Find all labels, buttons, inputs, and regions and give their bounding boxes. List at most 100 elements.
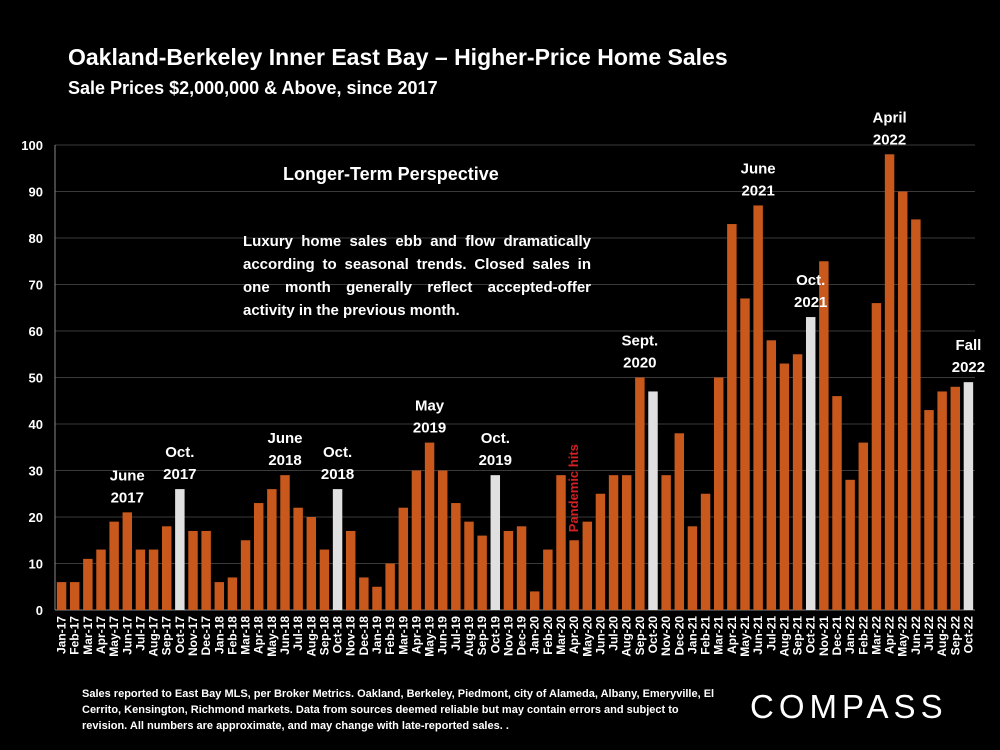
annotation-label: 2021 <box>794 294 827 311</box>
annotation-label: May <box>415 398 445 415</box>
bar <box>805 317 816 610</box>
bar <box>280 475 290 610</box>
bar <box>911 219 921 610</box>
bar <box>411 470 422 610</box>
pandemic-annotation: Pandemic hits <box>566 444 581 532</box>
x-tick-label: Apr-19 <box>409 616 423 654</box>
bar <box>766 340 777 610</box>
bar <box>372 586 382 610</box>
y-tick-label: 40 <box>29 417 43 432</box>
bar <box>398 507 409 610</box>
annotation-label: 2018 <box>321 466 354 483</box>
x-tick-label: Jun-19 <box>436 616 450 655</box>
bar <box>359 577 369 610</box>
x-tick-label: Nov-17 <box>186 616 200 656</box>
x-tick-label: May-18 <box>265 616 279 657</box>
x-tick-label: May-19 <box>423 616 437 657</box>
x-tick-label: Feb-21 <box>699 616 713 655</box>
x-tick-label: Oct-18 <box>331 616 345 654</box>
bar <box>293 507 303 610</box>
bar <box>687 526 698 610</box>
annotation-label: Sept. <box>622 333 659 350</box>
bar <box>175 489 185 610</box>
x-tick-label: Nov-18 <box>344 616 358 656</box>
bar <box>700 493 711 610</box>
annotation-label: 2022 <box>873 131 906 148</box>
x-tick-label: May-22 <box>896 616 910 657</box>
bar <box>621 475 632 610</box>
x-tick-label: Dec-20 <box>672 616 686 656</box>
annotation-label: Oct. <box>796 272 825 289</box>
x-tick-label: Dec-18 <box>357 616 371 656</box>
x-tick-label: Oct-17 <box>173 616 187 654</box>
x-tick-label: Jun-22 <box>909 616 923 655</box>
x-tick-label: Jan-17 <box>55 616 69 654</box>
x-tick-label: Mar-20 <box>554 616 568 655</box>
x-tick-label: Dec-19 <box>515 616 529 656</box>
bar <box>214 582 225 610</box>
annotation-label: Fall <box>956 337 982 354</box>
x-tick-label: Nov-21 <box>817 616 831 656</box>
x-tick-label: Jan-20 <box>528 616 542 654</box>
annotation-label: 2019 <box>479 452 512 469</box>
bar <box>871 303 882 610</box>
bar <box>792 354 803 610</box>
y-tick-label: 50 <box>29 371 43 386</box>
annotation-label: June <box>110 467 145 484</box>
chart-title: Oakland-Berkeley Inner East Bay – Higher… <box>68 44 728 70</box>
x-tick-label: Oct-21 <box>804 616 818 654</box>
x-tick-label: May-21 <box>738 616 752 657</box>
bar <box>516 526 527 610</box>
bar <box>227 577 238 610</box>
x-tick-label: May-20 <box>580 616 594 657</box>
bar <box>188 530 198 610</box>
x-tick-label: Apr-17 <box>94 616 108 654</box>
x-tick-label: Sep-19 <box>475 616 489 656</box>
bar <box>727 224 737 611</box>
x-tick-label: Jul-17 <box>133 616 147 651</box>
bar <box>503 530 514 610</box>
bar <box>779 363 790 610</box>
bar <box>635 377 645 610</box>
annotation-label: Oct. <box>165 444 194 461</box>
y-tick-label: 80 <box>29 231 43 246</box>
x-tick-label: Apr-22 <box>883 616 897 654</box>
bar <box>96 549 106 610</box>
compass-logo: COMPASS <box>750 688 948 725</box>
x-tick-label: Nov-20 <box>659 616 673 656</box>
annotation-label: 2018 <box>268 452 301 469</box>
bar-chart: 0 10 20 30 40 50 60 70 80 90 100 Jan-17 Feb-17 Mar-17… <box>21 109 985 657</box>
annotation-label: 2019 <box>413 420 446 437</box>
bar <box>56 582 67 610</box>
y-tick-label: 10 <box>29 557 43 572</box>
bar <box>924 410 934 610</box>
y-tick-label: 60 <box>29 324 43 339</box>
x-tick-label: Jul-22 <box>922 616 936 651</box>
x-tick-label: Oct-19 <box>488 616 502 654</box>
y-tick-label: 90 <box>29 185 43 200</box>
x-tick-label: Feb-18 <box>225 616 239 655</box>
x-tick-label: Nov-19 <box>501 616 515 656</box>
bar <box>608 475 619 610</box>
y-tick-label: 20 <box>29 510 43 525</box>
bar <box>332 489 343 610</box>
x-tick-label: Jun-21 <box>751 616 765 655</box>
annotation-label: Oct. <box>481 430 510 447</box>
bar <box>713 377 724 610</box>
x-tick-label: Oct-20 <box>646 616 660 654</box>
x-tick-label: Jan-21 <box>685 616 699 654</box>
x-tick-label: Jun-17 <box>120 616 134 655</box>
bar <box>240 540 251 610</box>
bar <box>201 530 211 610</box>
x-tick-label: Aug-21 <box>777 616 791 657</box>
x-tick-label: Oct-22 <box>961 616 975 654</box>
annotation-label: 2020 <box>623 355 656 372</box>
footnote: Sales reported to East Bay MLS, per Brok… <box>82 688 715 732</box>
bar <box>648 391 658 610</box>
bar <box>529 591 540 610</box>
x-tick-label: Jul-18 <box>291 616 305 651</box>
bar <box>319 549 330 610</box>
bar <box>109 521 119 610</box>
bar <box>148 549 159 610</box>
y-tick-label: 30 <box>29 464 43 479</box>
